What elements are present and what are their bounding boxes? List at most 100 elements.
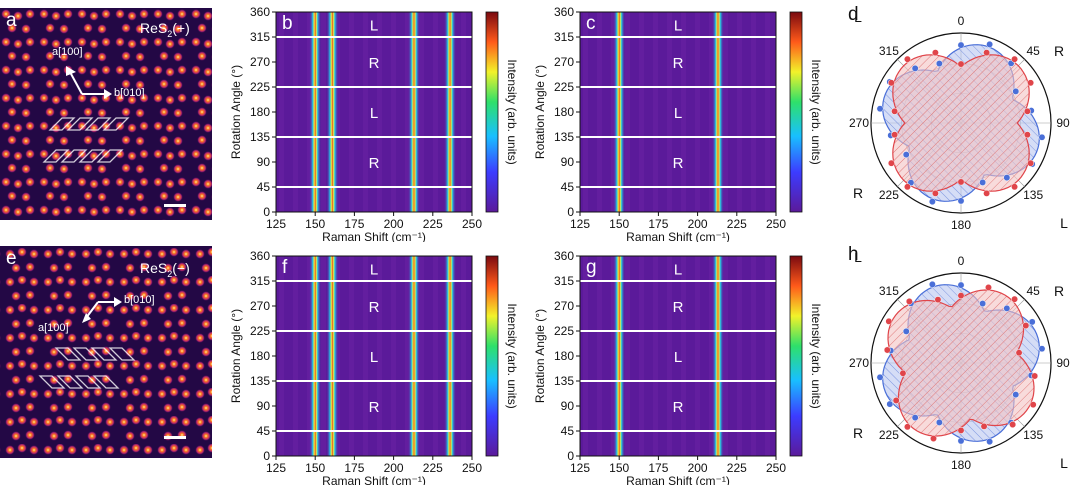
stem-sign: (+) [172,20,190,36]
region-label: L [674,262,682,279]
red-data-point [1011,295,1019,303]
map-background [580,12,776,212]
red-data-point [980,422,988,430]
region-label: R [369,399,380,416]
corner-label: L [854,249,862,265]
colorbar [789,11,803,213]
blue-data-point [902,327,910,335]
region-label: L [674,349,682,366]
x-tick-label: 200 [688,461,708,475]
colorbar [789,255,803,457]
colorbar-label: Intensity (arb. units) [809,303,823,408]
x-tick-label: 225 [727,217,747,231]
x-tick-label: 150 [305,461,325,475]
red-data-point [1029,401,1037,409]
background-streak [681,256,686,456]
red-data-point [887,159,895,167]
raman-peak-band [444,256,457,456]
background-streak [751,12,756,212]
y-tick-label: 225 [554,80,574,94]
red-data-point [1022,322,1030,330]
x-tick-label: 225 [727,461,747,475]
background-streak [653,12,658,212]
y-tick-label: 0 [263,205,270,219]
polar-plot-h: 0 45 90 135 180 225 270 315 L R L Rh [848,244,1070,472]
region-label: R [369,299,380,316]
raman-map-g: R L R L 125 150 175 200 225 250 Raman Shift (cm⁻¹)… [533,249,823,485]
y-tick-label: 360 [554,5,574,19]
panel-letter-f: f [282,257,288,278]
red-data-point [891,131,899,139]
y-tick-label: 315 [250,30,270,44]
blue-data-point [986,438,994,446]
background-streak [695,12,700,212]
polar-angle-label: 315 [879,44,899,58]
corner-label: R [853,425,863,441]
background-streak [625,256,630,456]
corner-label: R [1054,43,1064,59]
raman-peak-band [326,12,339,212]
x-axis-label: Raman Shift (cm⁻¹) [626,230,730,242]
panel-letter-a: a [6,10,17,31]
background-streak [461,12,466,212]
y-axis-label: Rotation Angle (°) [229,65,243,159]
y-tick-label: 315 [554,274,574,288]
red-data-point [905,297,913,305]
raman-peak-band [613,256,626,456]
polar-angle-label: 270 [849,116,869,130]
polar-angle-label: 45 [1026,44,1040,58]
background-streak [653,256,658,456]
background-streak [667,256,672,456]
panel-letter-c: c [586,13,596,34]
region-label: L [370,262,378,279]
red-data-point [885,317,893,325]
blue-data-point [886,400,894,408]
blue-data-point [1012,391,1020,399]
x-tick-label: 125 [570,217,590,231]
blue-data-point [1003,174,1011,182]
stem-sign: (−) [172,260,190,276]
blue-data-point [979,178,987,186]
raman-peak-band [407,256,420,456]
background-streak [377,12,382,212]
background-streak [363,256,368,456]
y-tick-label: 135 [250,130,270,144]
blue-data-point [935,418,943,426]
polar-angle-label: 180 [951,218,971,232]
red-data-point [903,423,911,431]
y-tick-label: 45 [561,424,575,438]
background-streak [419,12,424,212]
colorbar-label: Intensity (arb. units) [809,59,823,164]
blue-data-point [911,414,919,422]
y-tick-label: 270 [554,55,574,69]
x-tick-label: 125 [570,461,590,475]
red-data-point [1011,183,1019,191]
background-streak [737,256,742,456]
background-streak [279,12,284,212]
raman-peak-band [309,256,322,456]
blue-data-point [1028,318,1036,326]
y-tick-label: 135 [250,374,270,388]
y-tick-label: 225 [250,80,270,94]
background-streak [709,256,714,456]
red-data-point [957,178,965,186]
x-tick-label: 250 [766,217,786,231]
region-label: R [673,299,684,316]
background-streak [583,12,588,212]
x-tick-label: 175 [344,217,364,231]
background-streak [765,256,770,456]
background-streak [321,256,326,456]
red-data-point [957,60,965,68]
y-axis-label: Rotation Angle (°) [533,309,547,403]
blue-data-point [1012,87,1020,95]
background-streak [391,256,396,456]
colorbar [485,11,499,213]
stem-label: ReS2(−) [140,260,190,279]
blue-data-point [1003,304,1011,312]
raman-peak-band [326,256,339,456]
red-data-point [957,292,965,300]
background-streak [723,12,728,212]
x-tick-label: 225 [423,217,443,231]
red-data-point [899,369,907,377]
y-tick-label: 180 [250,105,270,119]
